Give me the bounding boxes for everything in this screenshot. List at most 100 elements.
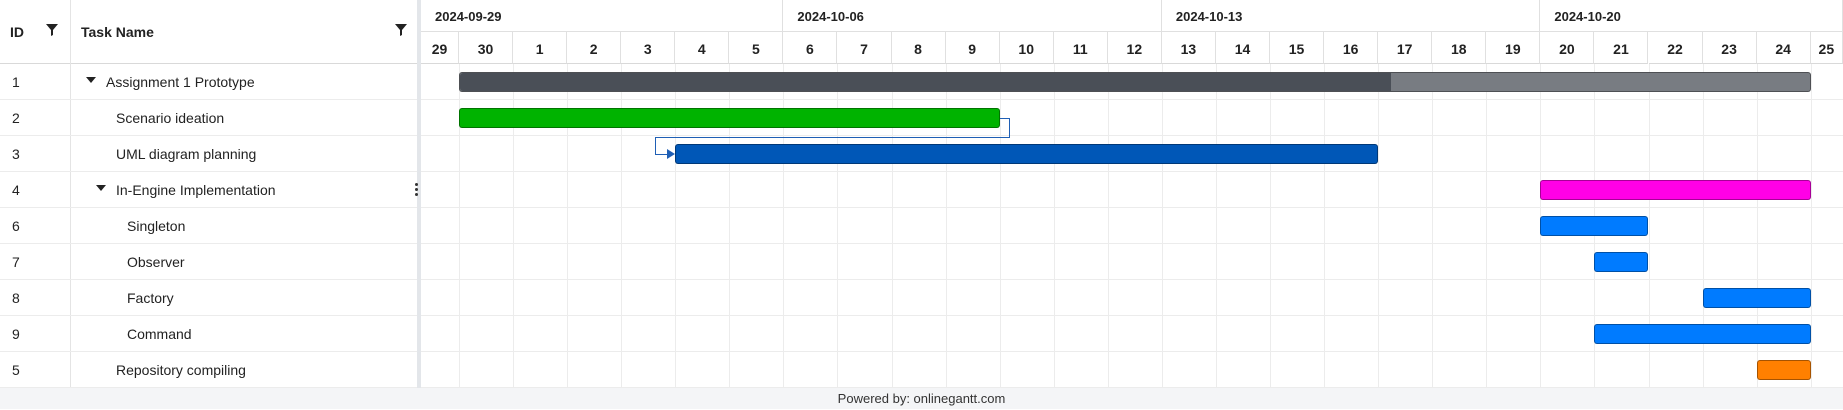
grid-row[interactable]: 8 Factory — [0, 280, 417, 316]
grid-row[interactable]: 7 Observer — [0, 244, 417, 280]
day-gridline — [621, 64, 623, 388]
day-label: 3 — [621, 32, 676, 64]
footer: Powered by: onlinegantt.com — [0, 388, 1843, 409]
day-gridline — [459, 64, 460, 388]
day-gridline — [675, 64, 677, 388]
task-name[interactable]: Observer — [127, 254, 185, 270]
task-name[interactable]: In-Engine Implementation — [116, 182, 276, 198]
timeline: 29 30 1 2 3 4 5 6 7 8 9 10 11 12 13 14 15 16 17 18 19 20 21 22 2… — [421, 0, 1843, 388]
day-label: 14 — [1215, 32, 1271, 64]
task-id: 3 — [12, 146, 20, 162]
day-label: 9 — [945, 32, 1000, 64]
day-label: 16 — [1324, 32, 1379, 64]
task-name[interactable]: Assignment 1 Prototype — [106, 74, 255, 90]
row-gridline — [421, 243, 1843, 244]
day-gridline — [1053, 64, 1055, 388]
day-gridline — [999, 64, 1001, 388]
task-progress-fill — [460, 73, 1392, 91]
task-grid: ID Task Name 1 Assignment 1 Prototype 2 Sce… — [0, 0, 421, 388]
day-label: 15 — [1270, 32, 1325, 64]
day-gridline — [1161, 64, 1163, 388]
id-column-header[interactable]: ID — [0, 0, 70, 64]
day-label: 19 — [1486, 32, 1541, 64]
day-label: 12 — [1107, 32, 1162, 64]
day-gridline — [783, 64, 785, 388]
task-bar[interactable] — [1540, 216, 1649, 236]
task-name[interactable]: Factory — [127, 290, 174, 306]
day-label: 21 — [1594, 32, 1649, 64]
row-gridline — [421, 351, 1843, 352]
day-label: 20 — [1540, 32, 1595, 64]
day-label: 2 — [567, 32, 622, 64]
dependency-arrow-icon — [667, 149, 676, 159]
day-gridline — [1486, 64, 1488, 388]
grid-row[interactable]: 5 Repository compiling — [0, 352, 417, 388]
grid-row[interactable]: 2 Scenario ideation — [0, 100, 417, 136]
task-id: 8 — [12, 290, 20, 306]
day-gridline — [945, 64, 947, 388]
collapse-toggle-icon[interactable] — [86, 77, 96, 83]
task-id: 7 — [12, 254, 20, 270]
week-label: 2024-09-29 — [421, 0, 784, 32]
row-gridline — [421, 171, 1843, 172]
task-bar[interactable] — [1702, 288, 1811, 308]
task-name[interactable]: Scenario ideation — [116, 110, 225, 126]
task-id: 9 — [12, 326, 20, 342]
task-bar[interactable] — [675, 144, 1379, 164]
row-gridline — [421, 135, 1843, 136]
day-label: 24 — [1756, 32, 1811, 64]
task-id: 4 — [12, 182, 20, 198]
task-name-filter-icon[interactable] — [395, 24, 407, 36]
day-gridline — [1324, 64, 1326, 388]
task-bar[interactable] — [1756, 360, 1811, 380]
day-label: 1 — [513, 32, 568, 64]
task-name[interactable]: Command — [127, 326, 192, 342]
day-gridline — [1702, 64, 1704, 388]
dependency-link-line[interactable] — [655, 137, 1010, 138]
day-label: 25 — [1810, 32, 1843, 64]
task-name[interactable]: Singleton — [127, 218, 186, 234]
row-gridline — [421, 387, 1843, 388]
grid-row[interactable]: 1 Assignment 1 Prototype — [0, 64, 417, 100]
dependency-link-line[interactable] — [1008, 118, 1010, 137]
task-id: 2 — [12, 110, 20, 126]
collapse-toggle-icon[interactable] — [96, 185, 106, 191]
grid-row[interactable]: 6 Singleton — [0, 208, 417, 244]
week-label: 2024-10-06 — [783, 0, 1162, 32]
day-gridline — [1270, 64, 1272, 388]
day-gridline — [1756, 64, 1758, 388]
day-gridline — [1810, 64, 1812, 388]
column-divider — [70, 0, 71, 388]
grid-row[interactable]: 4 In-Engine Implementation — [0, 172, 419, 208]
day-label: 5 — [729, 32, 784, 64]
id-filter-icon[interactable] — [46, 24, 58, 36]
day-gridline — [1648, 64, 1650, 388]
task-name[interactable]: UML diagram planning — [116, 146, 257, 162]
task-bar[interactable] — [459, 72, 1811, 92]
day-gridline — [1215, 64, 1217, 388]
task-name[interactable]: Repository compiling — [116, 362, 246, 378]
day-label: 10 — [999, 32, 1054, 64]
day-label: 7 — [837, 32, 892, 64]
dependency-link-line[interactable] — [999, 118, 1009, 119]
task-bar[interactable] — [1540, 180, 1811, 200]
day-label: 23 — [1702, 32, 1757, 64]
row-gridline — [421, 99, 1843, 100]
day-gridline — [729, 64, 731, 388]
grid-resize-handle-icon[interactable] — [415, 183, 419, 197]
task-bar[interactable] — [1594, 252, 1649, 272]
day-gridline — [1378, 64, 1380, 388]
gantt-app: ID Task Name 1 Assignment 1 Prototype 2 Sce… — [0, 0, 1843, 388]
id-header-label: ID — [10, 24, 24, 40]
week-label: 2024-10-13 — [1161, 0, 1541, 32]
dependency-link-line[interactable] — [655, 154, 668, 155]
day-label: 11 — [1053, 32, 1108, 64]
task-bar[interactable] — [459, 108, 1000, 128]
grid-row[interactable]: 9 Command — [0, 316, 417, 352]
task-name-column-header[interactable]: Task Name — [70, 0, 417, 64]
dependency-link-line[interactable] — [655, 137, 657, 154]
task-bar[interactable] — [1594, 324, 1811, 344]
task-id: 6 — [12, 218, 20, 234]
day-label: 17 — [1378, 32, 1433, 64]
grid-row[interactable]: 3 UML diagram planning — [0, 136, 417, 172]
